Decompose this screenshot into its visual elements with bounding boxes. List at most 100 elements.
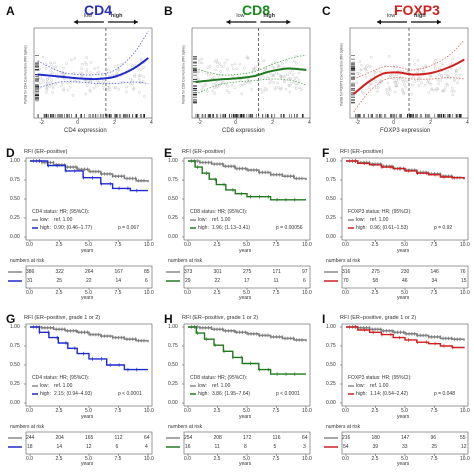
plot-frame (25, 323, 153, 407)
residual-point (433, 64, 437, 67)
x-axis-label: years (81, 248, 94, 254)
high-arrowhead (437, 19, 441, 25)
status-label: CD8 status: HR; (95%CI): (190, 209, 248, 215)
y-tick-label: 0.50 (326, 195, 336, 202)
residual-point (297, 71, 301, 75)
residual-point (41, 78, 45, 82)
residual-point (269, 79, 273, 83)
residual-point (280, 86, 283, 90)
risk-low-count: 146 (430, 268, 439, 275)
residual-point (365, 65, 368, 69)
residual-point (36, 77, 40, 81)
residual-point (279, 75, 283, 78)
residual-point (262, 59, 266, 63)
x-tick-label: 0.0 (26, 242, 33, 248)
high-arrowhead (286, 19, 291, 25)
residual-point (289, 82, 293, 85)
risk-low-count: 275 (371, 268, 380, 275)
risk-x-axis-label: years (81, 461, 94, 467)
residual-point (427, 81, 431, 85)
risk-x-tick-label: 10.0 (144, 289, 154, 296)
residual-point (85, 70, 89, 74)
residual-point (277, 64, 281, 68)
km-plot (166, 323, 311, 456)
panel-title: FOXP3 (394, 2, 440, 18)
residual-point (97, 70, 100, 74)
spline-curve (195, 67, 307, 83)
risk-high-count: 31 (27, 277, 33, 284)
residual-point (132, 88, 135, 91)
panel-letter: G (6, 312, 16, 326)
residual-point (222, 65, 225, 68)
risk-low-count: 76 (460, 268, 466, 275)
risk-x-tick-label: 2.5 (55, 289, 63, 296)
numbers-at-risk-label: numbers at risk (326, 258, 361, 264)
residual-point (416, 70, 419, 74)
legend-high-hr: 2.15; (0.94–4.93) (54, 390, 93, 397)
residual-point (233, 62, 237, 66)
residual-point (254, 68, 257, 71)
residual-point (291, 73, 295, 76)
risk-high-count: 6 (303, 277, 306, 284)
residual-point (249, 81, 253, 84)
residual-point (299, 88, 303, 91)
residual-point (442, 89, 446, 92)
ci-lower (37, 81, 149, 89)
residual-point (88, 88, 92, 92)
residual-point (245, 55, 249, 59)
residual-point (137, 67, 141, 71)
residual-point (380, 75, 384, 79)
residual-point (406, 80, 409, 83)
high-censor-marks (197, 331, 296, 376)
panel-letter: C (322, 4, 331, 18)
y-tick-label: 0.00 (10, 399, 20, 406)
plot-frame (341, 157, 469, 241)
residual-point (262, 76, 265, 79)
residual-point (448, 76, 452, 80)
residual-point (383, 64, 387, 68)
spline-plot (349, 19, 469, 120)
risk-x-tick-label: 5.0 (401, 455, 408, 462)
residual-point (231, 75, 235, 78)
residual-point (119, 81, 122, 84)
residual-point (358, 60, 362, 63)
residual-point (372, 74, 376, 77)
residual-point (142, 75, 145, 79)
residual-point (416, 67, 419, 71)
residual-point (273, 66, 276, 70)
residual-point (295, 76, 299, 79)
risk-low-count: 147 (401, 434, 410, 441)
risk-high-count: 8 (244, 443, 247, 450)
residual-point (379, 70, 383, 74)
residual-point (389, 74, 392, 77)
residual-point (297, 79, 301, 82)
x-tick-label: 5.0 (243, 242, 250, 248)
residual-point (201, 69, 204, 73)
risk-low-count: 112 (114, 434, 123, 441)
residual-point (66, 88, 70, 92)
y-rug (351, 55, 355, 104)
x-tick-label: 10.0 (460, 408, 470, 414)
risk-high-count: 12 (461, 443, 467, 450)
residual-point (409, 76, 412, 80)
spline-panel-b: B CD8 low high -2 0 2 4 CD8 expression Partial fo… (162, 0, 314, 140)
numbers-at-risk-label: numbers at risk (168, 258, 203, 264)
low-censor-marks (191, 325, 303, 342)
residual-point (411, 83, 414, 87)
residual-point (80, 75, 84, 78)
residual-point (401, 88, 404, 91)
residual-point (63, 73, 66, 76)
residual-point (402, 80, 405, 83)
residual-point (125, 90, 128, 94)
y-tick-label: 0.75 (326, 342, 336, 349)
residual-point (106, 88, 109, 92)
y-tick-label: 0.50 (168, 195, 178, 202)
risk-x-tick-label: 5.0 (85, 455, 92, 462)
residual-point (51, 91, 54, 94)
km-panel-h: H RFI (ER–positive, grade 1 or 2) 1.00 0.75… (162, 312, 314, 472)
residual-point (196, 71, 200, 74)
residual-point (292, 59, 296, 63)
residual-point (215, 85, 218, 89)
risk-x-tick-label: 10.0 (302, 455, 312, 462)
legend-low-text: low: (198, 216, 207, 223)
